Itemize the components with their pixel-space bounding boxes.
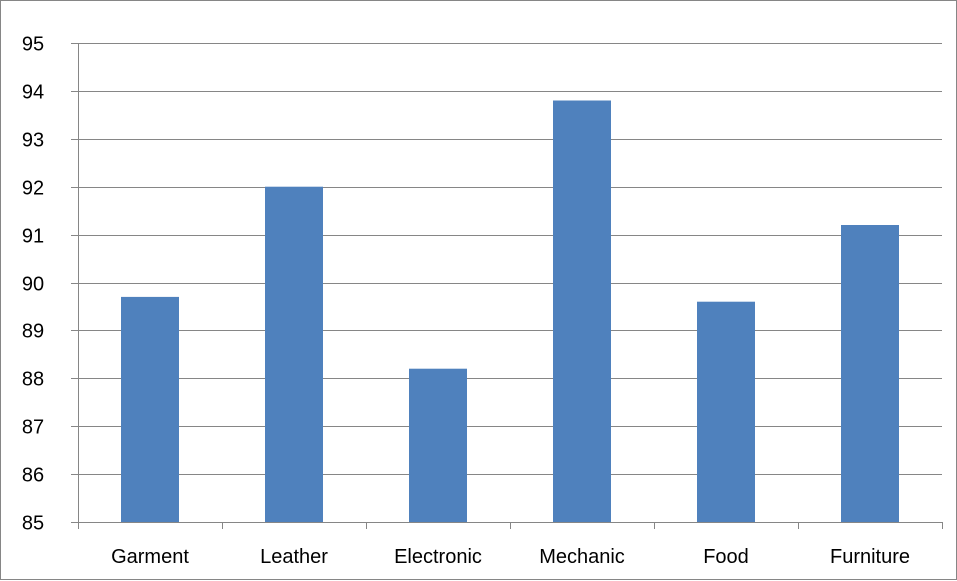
bar-furniture	[841, 225, 899, 522]
y-tick-label: 93	[22, 130, 44, 152]
x-tick-label: Electronic	[394, 546, 482, 568]
x-tick-label: Food	[703, 546, 749, 568]
x-tick-label: Leather	[260, 546, 328, 568]
x-tick-labels: Garment Leather Electronic Mechanic Food Furn…	[111, 546, 910, 568]
x-tick-label: Mechanic	[539, 546, 625, 568]
gridlines	[78, 43, 942, 475]
y-tick-label: 85	[22, 513, 44, 535]
bar-food	[697, 301, 755, 522]
y-tick-label: 94	[22, 82, 44, 104]
bar-mechanic	[553, 100, 611, 522]
y-tick-label: 90	[22, 274, 44, 296]
y-tick-label: 95	[22, 34, 44, 56]
axes	[71, 43, 943, 529]
bars	[121, 100, 899, 522]
y-tick-labels: 85 86 87 88 89 90 91 92 93 94 95	[22, 34, 44, 535]
bar-garment	[121, 296, 179, 522]
x-tick-label: Furniture	[830, 546, 910, 568]
y-tick-label: 91	[22, 226, 44, 248]
x-tick-label: Garment	[111, 546, 189, 568]
y-tick-label: 92	[22, 178, 44, 200]
bar-electronic	[409, 368, 467, 522]
y-tick-label: 88	[22, 369, 44, 391]
y-tick-label: 87	[22, 417, 44, 439]
y-tick-label: 86	[22, 465, 44, 487]
y-tick-label: 89	[22, 321, 44, 343]
bar-leather	[265, 186, 323, 522]
